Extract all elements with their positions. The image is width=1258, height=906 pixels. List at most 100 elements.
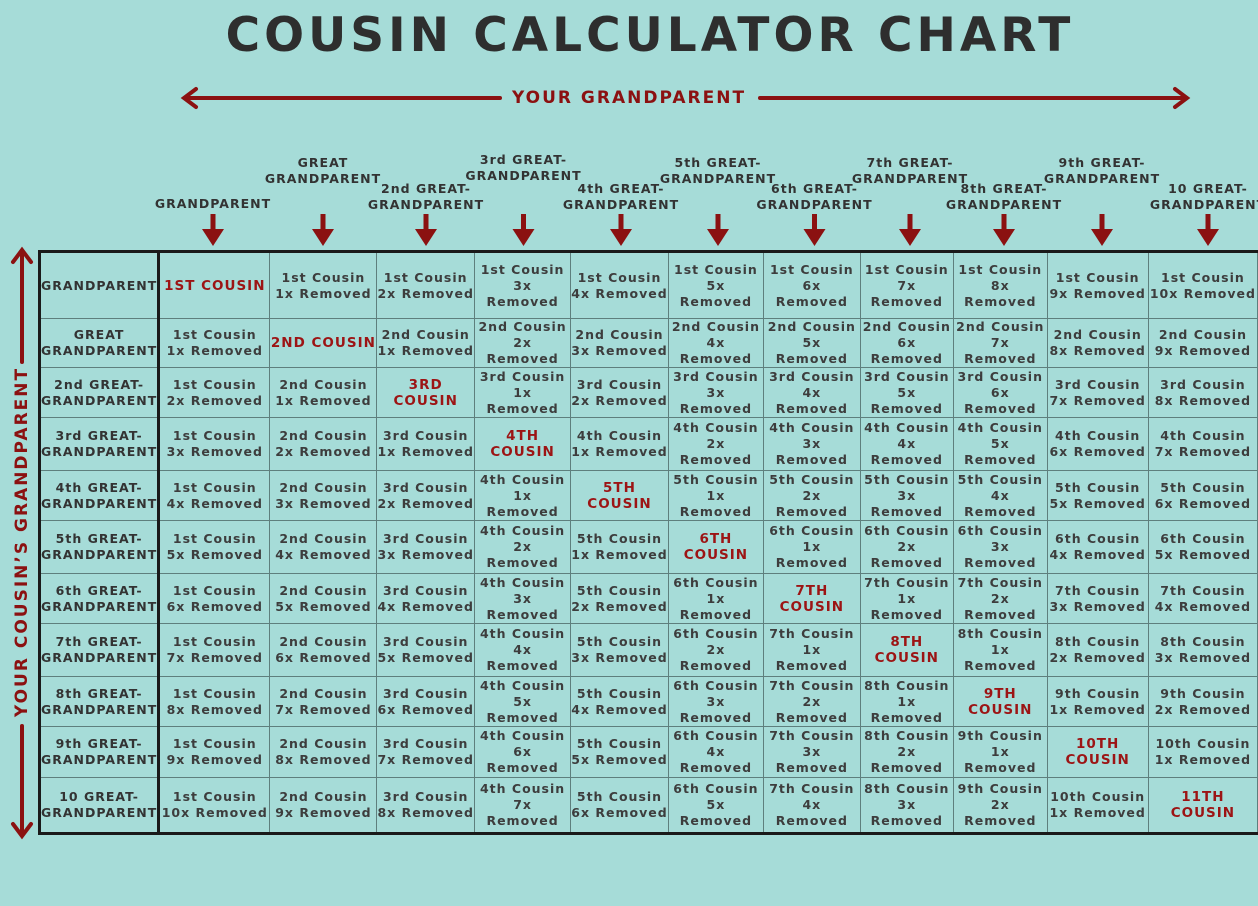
cousin-cell: 4th Cousin 5x Removed	[953, 417, 1048, 471]
cousin-cell-label: 1st Cousin 9x Removed	[1049, 269, 1146, 301]
cousin-cell-label: 10TH COUSIN	[1065, 736, 1130, 768]
cousin-cell-label: 3rd Cousin 5x Removed	[864, 368, 950, 416]
cousin-cell-label: 7th Cousin 3x Removed	[769, 728, 855, 775]
cousin-cell-label: 2nd Cousin 5x Removed	[767, 319, 856, 367]
cousin-cell: 1st Cousin 9x Removed	[1046, 250, 1149, 319]
cousin-cell: 1st Cousin 7x Removed	[859, 250, 955, 319]
row-header: 10 GREAT- GRANDPARENT	[37, 777, 161, 835]
cousin-cell: 6th Cousin 4x Removed	[1046, 520, 1149, 574]
cousin-cell-label: 8TH COUSIN	[874, 634, 939, 666]
cousin-cell-label: 7th Cousin 4x Removed	[769, 781, 855, 828]
cousin-cell: 3rd Cousin 8x Removed	[1147, 367, 1258, 418]
cousin-cell-label: 2nd Cousin 2x Removed	[275, 428, 372, 459]
cousin-cell: 3rd Cousin 8x Removed	[376, 777, 475, 835]
table-row: 2nd GREAT- GRANDPARENT 1st Cousin 2x Remo…	[37, 367, 1258, 418]
table-row: 8th GREAT- GRANDPARENT 1st Cousin 8x Remo…	[37, 676, 1258, 727]
cousin-cell-label: 2nd Cousin 8x Removed	[275, 736, 372, 767]
cousin-cell-label: 8th Cousin 2x Removed	[1049, 634, 1146, 665]
down-arrow-icon	[415, 214, 437, 246]
column-header: 8th GREAT- GRANDPARENT	[945, 181, 1063, 212]
cousin-cell-label: 5th Cousin 1x Removed	[673, 471, 759, 519]
cousin-cell: 6th Cousin 5x Removed	[667, 777, 765, 835]
cousin-cell-diagonal: 11TH COUSIN	[1147, 777, 1258, 835]
cousin-cell: 1st Cousin 2x Removed	[376, 250, 475, 319]
cousin-cell-label: 1st Cousin 6x Removed	[769, 261, 854, 309]
cousin-cell: 4th Cousin 2x Removed	[473, 520, 572, 574]
cousin-cell-label: 7th Cousin 3x Removed	[1049, 582, 1146, 614]
down-arrow-icon	[707, 214, 729, 246]
cousin-cell: 2nd Cousin 9x Removed	[269, 777, 378, 835]
cousin-cell-label: 7th Cousin 1x Removed	[769, 626, 855, 673]
cousin-cell: 4th Cousin 3x Removed	[473, 573, 572, 624]
cousin-cell-label: 3rd Cousin 1x Removed	[479, 368, 566, 416]
cousin-cell: 9th Cousin 2x Removed	[953, 777, 1048, 835]
cousin-cell-diagonal: 1ST COUSIN	[158, 250, 271, 319]
cousin-cell: 9th Cousin 1x Removed	[953, 726, 1048, 778]
row-header: 6th GREAT- GRANDPARENT	[37, 573, 161, 624]
cousin-cell: 4th Cousin 4x Removed	[473, 623, 572, 677]
cousin-cell-label: 4th Cousin 7x Removed	[479, 781, 566, 828]
cousin-cell-label: 5th Cousin 4x Removed	[571, 685, 668, 717]
cousin-cell: 1st Cousin 8x Removed	[158, 676, 271, 727]
cousin-cell-label: 3rd Cousin 4x Removed	[769, 368, 855, 416]
cousin-cell-label: 7TH COUSIN	[779, 582, 845, 615]
cousin-cell: 1st Cousin 10x Removed	[1147, 250, 1258, 319]
cousin-cell-label: 9th Cousin 2x Removed	[957, 781, 1043, 828]
cousin-cell: 5th Cousin 1x Removed	[667, 470, 765, 521]
cousin-cell-label: 4th Cousin 6x Removed	[1049, 428, 1146, 459]
cousin-cell: 1st Cousin 4x Removed	[570, 250, 669, 319]
cousin-cell-label: 4th Cousin 2x Removed	[673, 420, 759, 467]
cousin-cell-label: 3rd Cousin 2x Removed	[571, 376, 668, 408]
cousin-cell: 1st Cousin 7x Removed	[158, 623, 271, 677]
cousin-cell-label: 4th Cousin 1x Removed	[571, 428, 668, 459]
cousin-cell-label: 7th Cousin 4x Removed	[1154, 582, 1252, 614]
table-row: 10 GREAT- GRANDPARENT 1st Cousin 10x Remo…	[37, 777, 1258, 835]
row-header-label: GREAT GRANDPARENT	[41, 327, 158, 358]
cousin-cell: 3rd Cousin 6x Removed	[953, 367, 1048, 418]
table-row: 3rd GREAT- GRANDPARENT 1st Cousin 3x Remo…	[37, 417, 1258, 471]
cousin-cell-label: 1st Cousin 4x Removed	[166, 479, 263, 511]
cousin-cell: 7th Cousin 3x Removed	[763, 726, 861, 778]
cousin-cell: 3rd Cousin 2x Removed	[570, 367, 669, 418]
cousin-cell: 2nd Cousin 6x Removed	[269, 623, 378, 677]
down-arrow-icon	[312, 214, 334, 246]
cousin-cell-diagonal: 6TH COUSIN	[667, 520, 765, 574]
cousin-cell: 8th Cousin 2x Removed	[859, 726, 955, 778]
cousin-cell-label: 10th Cousin 1x Removed	[1154, 736, 1252, 767]
cousin-cell-label: 4th Cousin 1x Removed	[479, 471, 566, 519]
cousin-cell: 2nd Cousin 2x Removed	[269, 417, 378, 471]
cousin-cell-label: 2nd Cousin 3x Removed	[275, 479, 372, 511]
down-arrow-icon	[803, 214, 826, 246]
cousin-cell: 10th Cousin 1x Removed	[1046, 777, 1149, 835]
cousin-cell: 3rd Cousin 5x Removed	[859, 367, 955, 418]
cousin-cell-label: 3rd Cousin 6x Removed	[377, 685, 474, 717]
cousin-cell-diagonal: 7TH COUSIN	[763, 573, 861, 624]
cousin-cell-label: 3rd Cousin 5x Removed	[377, 634, 474, 665]
cousin-cell: 4th Cousin 6x Removed	[1046, 417, 1149, 471]
cousin-cell: 6th Cousin 2x Removed	[859, 520, 955, 574]
cousin-cell-label: 2nd Cousin 4x Removed	[275, 531, 372, 562]
cousin-cell: 8th Cousin 1x Removed	[859, 676, 955, 727]
top-double-arrow-icon	[180, 87, 1191, 109]
cousin-cell-label: 1st Cousin 2x Removed	[166, 376, 263, 408]
cousin-cell-diagonal: 2ND COUSIN	[269, 318, 378, 368]
cousin-cell: 7th Cousin 4x Removed	[1147, 573, 1258, 624]
row-header-label: 10 GREAT- GRANDPARENT	[41, 789, 158, 820]
cousin-cell-label: 5th Cousin 2x Removed	[769, 471, 855, 519]
side-axis-label: YOUR COUSIN’S GRANDPARENT	[12, 366, 32, 718]
cousin-cell: 2nd Cousin 4x Removed	[667, 318, 765, 368]
cousin-cell-label: 1st Cousin 6x Removed	[166, 582, 263, 614]
cousin-cell-label: 4th Cousin 6x Removed	[479, 728, 566, 775]
side-double-arrow-icon	[11, 246, 33, 840]
cousin-cell: 3rd Cousin 4x Removed	[763, 367, 861, 418]
cousin-cell-label: 3rd Cousin 4x Removed	[377, 582, 474, 614]
cousin-cell-label: 8th Cousin 1x Removed	[957, 626, 1043, 673]
cousin-cell-label: 6th Cousin 1x Removed	[673, 574, 759, 622]
cousin-cell-label: 7th Cousin 2x Removed	[769, 677, 855, 725]
cousin-cell-label: 2nd Cousin 7x Removed	[956, 319, 1045, 367]
cousin-cell: 1st Cousin 8x Removed	[953, 250, 1048, 319]
cousin-cell: 8th Cousin 3x Removed	[859, 777, 955, 835]
cousin-cell: 7th Cousin 4x Removed	[763, 777, 861, 835]
row-header: 5th GREAT- GRANDPARENT	[37, 520, 161, 574]
cousin-cell-label: 5th Cousin 1x Removed	[571, 531, 668, 562]
